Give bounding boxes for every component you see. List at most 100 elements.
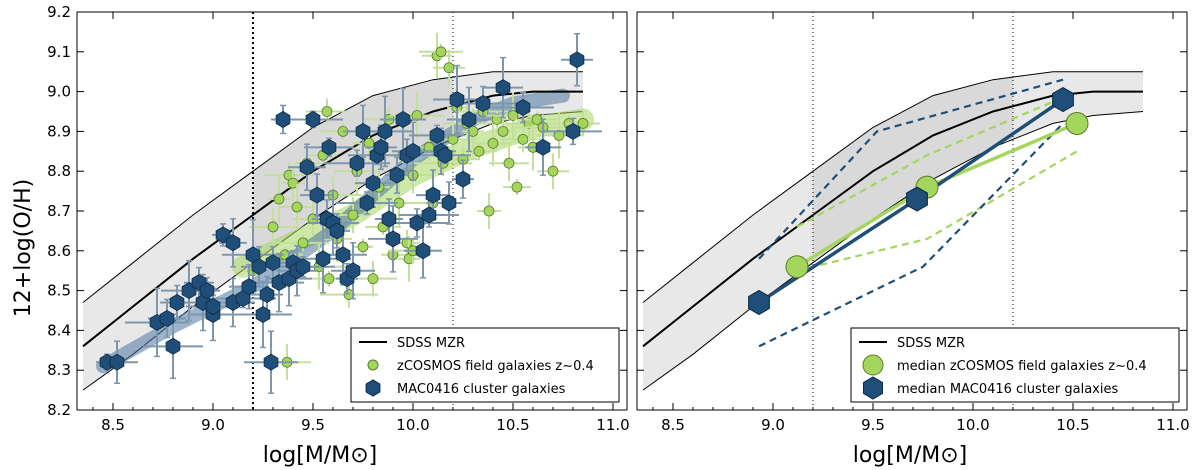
zcosmos-point [503,157,515,169]
mac0416-point [389,166,405,184]
zcosmos-lower-dashed [796,150,1078,272]
mac0416-point [335,246,351,264]
mac0416-point [535,138,551,156]
mac0416-point [355,122,371,140]
x-tick-label: 8.5 [101,416,125,434]
x-tick-label: 10.0 [956,416,989,434]
mac0416-point [265,254,281,272]
mac0416-point [329,222,345,240]
legend-entry-label: zCOSMOS field galaxies z∼0.4 [397,359,594,374]
x-axis-label-left: log[M/M⊙] [263,443,378,468]
mac0416-point [405,142,421,160]
mac0416-point [315,250,331,268]
mac0416-point [225,234,241,252]
legend-entry-label: SDSS MZR [397,336,465,351]
mac0416-lower-dashed [758,122,1064,348]
legend-zcosmos-swatch [862,354,884,376]
mac0416-point [241,278,257,296]
left-panel: 8.5 9.0 9.5 10.0 10.5 11.0 8.2 8.3 8.4 8.5 8.6 8.7 8… [47,3,630,434]
zcosmos-point [291,201,303,213]
zcosmos-point [473,145,485,157]
zcosmos-point [553,129,565,141]
mac0416-point [109,353,125,371]
mac0416-point [299,158,315,176]
legend-zcosmos-swatch [367,359,379,371]
mac0416-point [275,111,291,128]
mac0416-point [381,210,397,228]
zcosmos-upper-dashed [796,90,1078,228]
legend: SDSS MZR zCOSMOS field galaxies z∼0.4 MAC0… [350,327,620,403]
mac0416-point [377,122,393,140]
mac0416-point [159,310,175,327]
zcosmos-point [443,62,455,74]
zcosmos-point [323,273,335,285]
x-tick-label: 8.5 [661,416,685,434]
zcosmos-point [367,273,379,285]
legend-mac0416-swatch [863,376,883,400]
mac0416-point [309,186,325,204]
mac0416-point [251,258,267,276]
zcosmos-point [267,221,279,233]
y-tick-label: 8.5 [47,282,71,300]
mac0416-point [199,282,215,300]
y-tick-label: 8.2 [47,401,71,419]
mac0416-point [437,146,453,164]
mac0416-upper-dashed [758,78,1064,260]
zcosmos-point [357,241,369,253]
y-tick-label: 9.0 [47,83,71,101]
mac0416-point [495,79,511,97]
x-axis-label-right: log[M/M⊙] [853,443,968,468]
zcosmos-point [507,110,519,121]
zcosmos-point [511,181,523,193]
mac0416-point [205,298,221,315]
y-tick-label: 9.2 [47,3,71,21]
legend-box [350,327,620,403]
y-tick-label: 9.1 [47,43,71,61]
mac0416-point [305,111,321,128]
mac0416-point [365,174,381,192]
mac0416-point [259,286,275,304]
mac0416-point [263,353,279,371]
zcosmos-point [547,165,559,177]
zcosmos-point [497,125,509,137]
mac0416-point [565,122,581,140]
legend-entry-label: median zCOSMOS field galaxies z∼0.4 [897,359,1147,374]
mac0416-point [461,111,477,128]
y-tick-label: 8.9 [47,122,71,140]
legend-entry-label: SDSS MZR [897,336,965,351]
legend-entry-label: median MAC0416 cluster galaxies [897,382,1118,397]
x-tick-label: 9.5 [861,416,885,434]
mac0416-point [373,138,389,156]
mac0416-point [255,306,271,323]
legend-mac0416-swatch [365,379,381,397]
mac0416-point [425,186,441,204]
zcosmos-point [273,193,285,205]
zcosmos-point [287,177,299,189]
mac0416-point [165,337,181,355]
mac0416-point [441,194,457,212]
mac0416-point [359,194,375,212]
median-mac0416-point [906,186,928,212]
zcosmos-point [347,209,359,221]
median-zcosmos-point [1065,111,1089,135]
mac0416-point [321,138,337,156]
sdss-band-upper [642,71,1143,303]
x-tick-label: 9.5 [301,416,325,434]
mac0416-point [349,154,365,172]
mac0416-point [515,99,531,116]
zcosmos-point [297,237,309,249]
mac0416-point [395,111,411,128]
zcosmos-point [435,46,447,58]
median-mac0416-point [748,289,770,316]
mac0416-point [429,126,445,144]
mac0416-point [421,206,437,224]
x-tick-label: 10.5 [496,416,529,434]
mac0416-point [235,290,251,308]
x-tick-label: 11.0 [596,416,629,434]
zcosmos-point [411,110,423,121]
mac0416-point [415,242,431,260]
legend-box [850,327,1180,403]
zcosmos-point [321,106,333,117]
mac0416-point [569,51,585,69]
